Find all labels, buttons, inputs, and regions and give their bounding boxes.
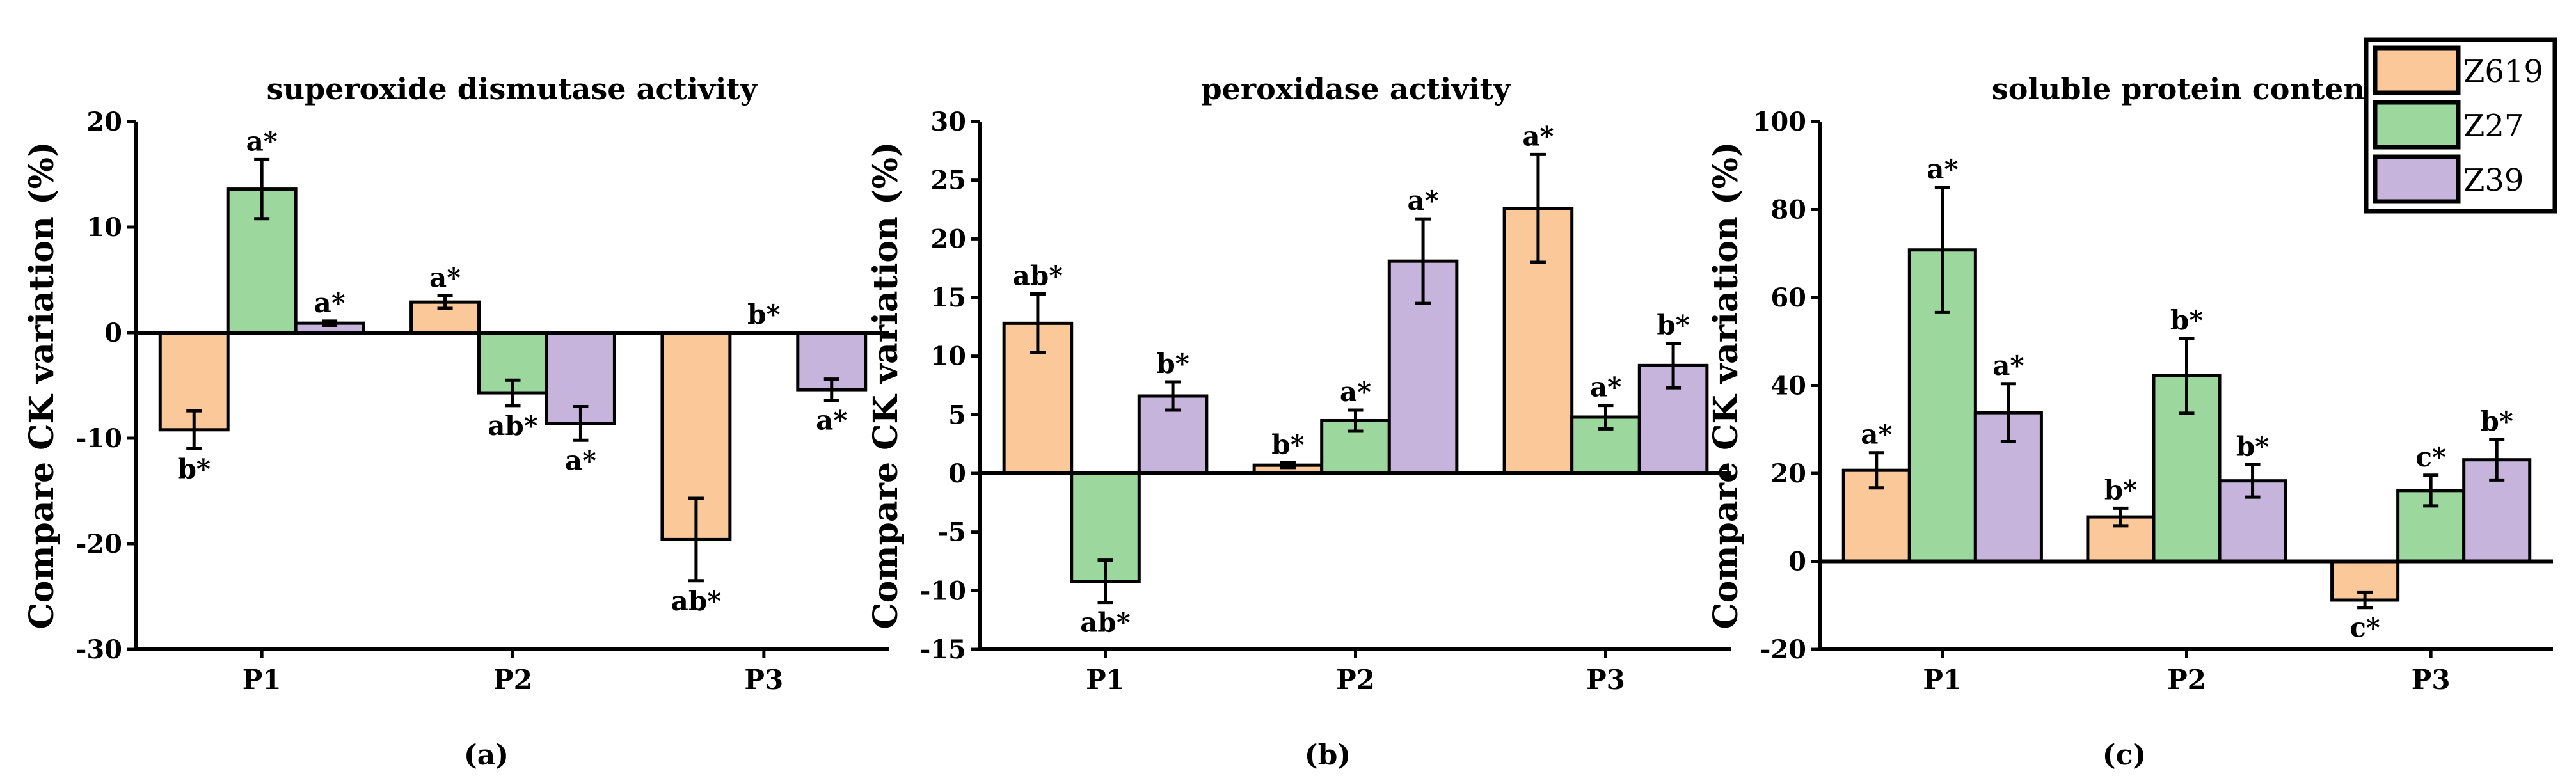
y-tick-label: -20 — [1760, 635, 1806, 665]
significance-label: a* — [1590, 372, 1621, 403]
y-tick-label: 100 — [1753, 107, 1807, 137]
significance-label: a* — [816, 405, 847, 436]
significance-label: a* — [1927, 154, 1958, 185]
y-tick-label: 30 — [930, 107, 966, 137]
chart-panel-1: superoxide dismutase activity Compare CK … — [22, 72, 889, 772]
x-category-label: P3 — [744, 664, 783, 695]
y-tick-label: 20 — [930, 224, 966, 254]
significance-label: ab* — [1080, 607, 1131, 638]
y-tick-label: 60 — [1770, 283, 1806, 313]
legend-label-z39: Z39 — [2463, 162, 2524, 198]
y-tick-label: 0 — [1788, 547, 1806, 577]
y-tick-label: 0 — [948, 459, 966, 489]
x-category-label: P2 — [1336, 664, 1375, 695]
legend-label-z619: Z619 — [2463, 54, 2543, 90]
y-tick-label: 40 — [1770, 371, 1806, 401]
y-tick-label: -10 — [76, 424, 122, 454]
x-category-label: P3 — [2412, 664, 2451, 695]
significance-label: b* — [1271, 429, 1304, 461]
y-tick-label: 80 — [1770, 195, 1806, 225]
chart-panel-2: peroxidase activity Compare CK variation … — [866, 72, 1731, 772]
y-tick-label: 10 — [86, 212, 122, 242]
x-category-label: P1 — [1086, 664, 1125, 695]
panel-label: (c) — [2103, 739, 2146, 772]
significance-label: a* — [1992, 350, 2024, 381]
significance-label: b* — [1657, 310, 1689, 341]
significance-label: b* — [2104, 474, 2137, 505]
significance-label: ab* — [671, 585, 722, 617]
significance-label: a* — [246, 125, 278, 157]
panel-label: (a) — [464, 739, 509, 772]
significance-label: a* — [1522, 120, 1554, 152]
x-category-label: P1 — [1923, 664, 1962, 695]
y-axis-label: Compare CK variation (%) — [866, 141, 905, 629]
legend-swatch-z39 — [2373, 154, 2461, 204]
chart-panel-3: soluble protein content Compare CK variat… — [1706, 72, 2553, 772]
significance-label: a* — [1340, 376, 1371, 408]
chart-title: superoxide dismutase activity — [267, 72, 758, 106]
y-tick-label: -10 — [920, 576, 966, 606]
y-tick-label: 10 — [930, 342, 966, 372]
significance-label: ab* — [488, 410, 538, 441]
y-tick-label: -15 — [920, 635, 966, 665]
significance-label: b* — [2481, 406, 2513, 437]
y-tick-label: -20 — [76, 529, 122, 559]
significance-label: c* — [2349, 612, 2380, 644]
chart-title: peroxidase activity — [1201, 72, 1511, 106]
y-tick-label: -5 — [938, 518, 966, 548]
significance-label: a* — [314, 287, 346, 319]
y-tick-label: 15 — [930, 283, 966, 313]
panel-label: (b) — [1305, 739, 1351, 772]
significance-label: a* — [565, 445, 596, 476]
significance-label: b* — [1156, 348, 1189, 379]
x-category-label: P2 — [2167, 664, 2206, 695]
y-tick-label: 20 — [86, 107, 122, 137]
x-category-label: P1 — [242, 664, 282, 695]
y-tick-label: 25 — [930, 166, 966, 196]
significance-label: a* — [1861, 419, 1892, 450]
significance-label: a* — [429, 262, 461, 293]
x-category-label: P3 — [1586, 664, 1625, 695]
y-axis-label: Compare CK variation (%) — [1706, 141, 1745, 629]
chart-title: soluble protein content — [1992, 72, 2379, 106]
y-axis-label: Compare CK variation (%) — [22, 141, 61, 629]
legend-swatch-z27 — [2373, 100, 2461, 150]
significance-label: ab* — [1013, 260, 1063, 292]
legend-label-z27: Z27 — [2463, 108, 2524, 144]
significance-label: b* — [747, 299, 780, 330]
y-tick-label: -30 — [76, 635, 122, 665]
x-category-label: P2 — [493, 664, 532, 695]
y-tick-label: 20 — [1770, 459, 1806, 489]
significance-label: b* — [2236, 431, 2269, 462]
legend: Z619 Z27 Z39 — [2364, 37, 2557, 214]
significance-label: c* — [2415, 441, 2446, 473]
significance-label: b* — [2170, 305, 2203, 336]
significance-label: a* — [1407, 185, 1438, 216]
legend-swatch-z619 — [2373, 45, 2461, 95]
y-tick-label: 5 — [948, 400, 966, 430]
significance-label: b* — [178, 454, 211, 485]
bar-z619-p1 — [1002, 321, 1074, 475]
y-tick-label: 0 — [104, 318, 122, 348]
